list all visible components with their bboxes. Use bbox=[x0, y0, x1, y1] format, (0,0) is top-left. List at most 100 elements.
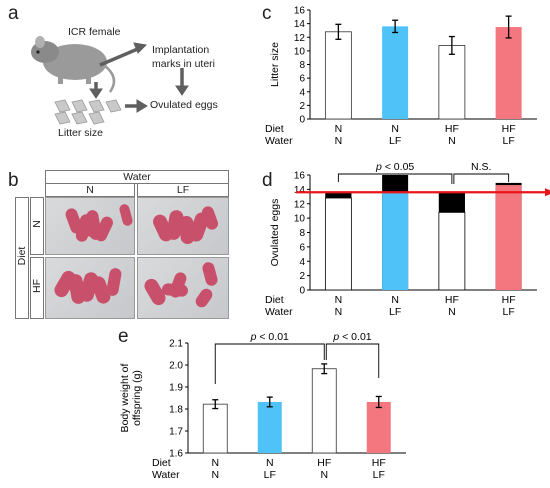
diet-label: HF bbox=[502, 123, 516, 135]
water-header: Water bbox=[45, 170, 229, 184]
bar bbox=[202, 403, 228, 454]
row-label-water: Water bbox=[265, 306, 293, 318]
diet-label: HF bbox=[445, 294, 459, 306]
y-tick-label: 6 bbox=[299, 242, 305, 253]
y-tick-label: 2.0 bbox=[169, 361, 183, 372]
row-label-water: Water bbox=[152, 469, 180, 481]
diet-label: N bbox=[391, 123, 399, 135]
bar bbox=[382, 26, 409, 120]
water-label: N bbox=[448, 135, 456, 147]
significance-label: N.S. bbox=[471, 162, 491, 173]
panel-d-letter: d bbox=[262, 170, 273, 191]
bar bbox=[366, 401, 391, 453]
bar-litter bbox=[382, 192, 409, 290]
water-label: LF bbox=[502, 135, 514, 147]
row-label-diet: Diet bbox=[152, 457, 171, 469]
y-tick-label: 1.6 bbox=[169, 449, 183, 460]
photo-n-lf bbox=[137, 197, 229, 255]
litter-label: Litter size bbox=[58, 127, 103, 139]
row-n-header: N bbox=[30, 197, 44, 255]
y-tick-label: 4 bbox=[299, 87, 305, 98]
y-tick-label: 6 bbox=[299, 74, 305, 85]
y-tick-label: 16 bbox=[294, 6, 306, 17]
water-label: N bbox=[211, 469, 219, 481]
photo-n-n bbox=[45, 197, 135, 255]
bar-eggs-top bbox=[438, 192, 465, 213]
bar bbox=[324, 31, 352, 120]
bar-litter bbox=[324, 197, 352, 291]
water-label: LF bbox=[389, 306, 401, 318]
significance-bracket bbox=[337, 173, 453, 184]
diet-label: HF bbox=[372, 457, 386, 469]
y-axis-label: Litter size bbox=[269, 42, 281, 87]
bar bbox=[311, 368, 337, 454]
y-tick-label: 10 bbox=[294, 214, 306, 225]
bar-eggs-top bbox=[325, 192, 352, 198]
y-tick-label: 0 bbox=[299, 286, 305, 297]
significance-bracket bbox=[325, 343, 380, 378]
y-tick-label: 14 bbox=[294, 185, 306, 196]
y-tick-label: 1.8 bbox=[169, 405, 183, 416]
panel-a-diagram bbox=[31, 36, 189, 125]
significance-bracket bbox=[453, 173, 510, 184]
y-tick-label: 8 bbox=[299, 60, 305, 71]
implantation-label-2: marks in uteri bbox=[152, 58, 216, 70]
water-label: N bbox=[335, 306, 343, 318]
photo-hf-n bbox=[45, 257, 135, 319]
panel-a-letter: a bbox=[8, 3, 19, 24]
col-lf-header: LF bbox=[137, 183, 229, 197]
bar bbox=[495, 27, 522, 119]
panel-e-letter: e bbox=[118, 326, 129, 347]
bar bbox=[257, 401, 282, 453]
y-tick-label: 4 bbox=[299, 257, 305, 268]
panel-b-letter: b bbox=[8, 170, 19, 191]
row-label-diet: Diet bbox=[265, 294, 284, 306]
water-label: LF bbox=[389, 135, 401, 147]
water-label: LF bbox=[373, 469, 385, 481]
row-hf-header: HF bbox=[30, 257, 44, 319]
significance-bracket bbox=[214, 343, 325, 384]
y-tick-label: 14 bbox=[294, 19, 306, 30]
implantation-label-1: Implantation bbox=[152, 44, 210, 56]
y-tick-label: 2 bbox=[299, 271, 305, 282]
diet-label: HF bbox=[502, 294, 516, 306]
diet-label: N bbox=[335, 294, 343, 306]
diet-label: N bbox=[391, 294, 399, 306]
water-label: N bbox=[335, 135, 343, 147]
litter-pups-icon bbox=[54, 99, 122, 125]
significance-label: p < 0.01 bbox=[332, 331, 371, 343]
panel-c-letter: c bbox=[262, 3, 272, 24]
flow-arrows bbox=[89, 42, 189, 113]
diet-header: Diet bbox=[15, 197, 29, 319]
y-axis-label: Body weight of bbox=[119, 363, 131, 432]
water-label: N bbox=[448, 306, 456, 318]
row-label-water: Water bbox=[265, 135, 293, 147]
bar-litter bbox=[495, 185, 522, 290]
ovulated-label: Ovulated eggs bbox=[150, 99, 218, 111]
significance-label: p < 0.05 bbox=[375, 162, 414, 173]
photo-hf-lf bbox=[137, 257, 229, 319]
y-tick-label: 10 bbox=[294, 46, 306, 57]
y-tick-label: 0 bbox=[299, 115, 305, 126]
col-n-header: N bbox=[45, 183, 135, 197]
water-label: LF bbox=[502, 306, 514, 318]
chart-ovulated-eggs: 0 2 4 6 8 10 12 14 16 Ovulated eggs p < 0.05 N.S. Di… bbox=[265, 162, 550, 318]
y-tick-label: 2.1 bbox=[169, 339, 183, 350]
water-label: N bbox=[320, 469, 328, 481]
bar-litter bbox=[438, 211, 466, 291]
chart-body-weight: 1.6 1.7 1.8 1.9 2.0 2.1 Body weight of offsprin… bbox=[119, 331, 406, 481]
reference-arrow-head bbox=[545, 188, 550, 197]
significance-label: p < 0.01 bbox=[250, 331, 289, 343]
y-tick-label: 12 bbox=[294, 199, 306, 210]
y-axis-label: offspring (g) bbox=[131, 370, 143, 426]
y-tick-label: 1.7 bbox=[169, 427, 183, 438]
diet-label: HF bbox=[317, 457, 331, 469]
y-tick-label: 8 bbox=[299, 228, 305, 239]
y-axis-label: Ovulated eggs bbox=[269, 199, 281, 267]
y-tick-label: 2 bbox=[299, 101, 305, 112]
bar bbox=[438, 45, 466, 120]
mouse-label: ICR female bbox=[68, 26, 121, 38]
diet-label: HF bbox=[445, 123, 459, 135]
y-tick-label: 12 bbox=[294, 33, 306, 44]
